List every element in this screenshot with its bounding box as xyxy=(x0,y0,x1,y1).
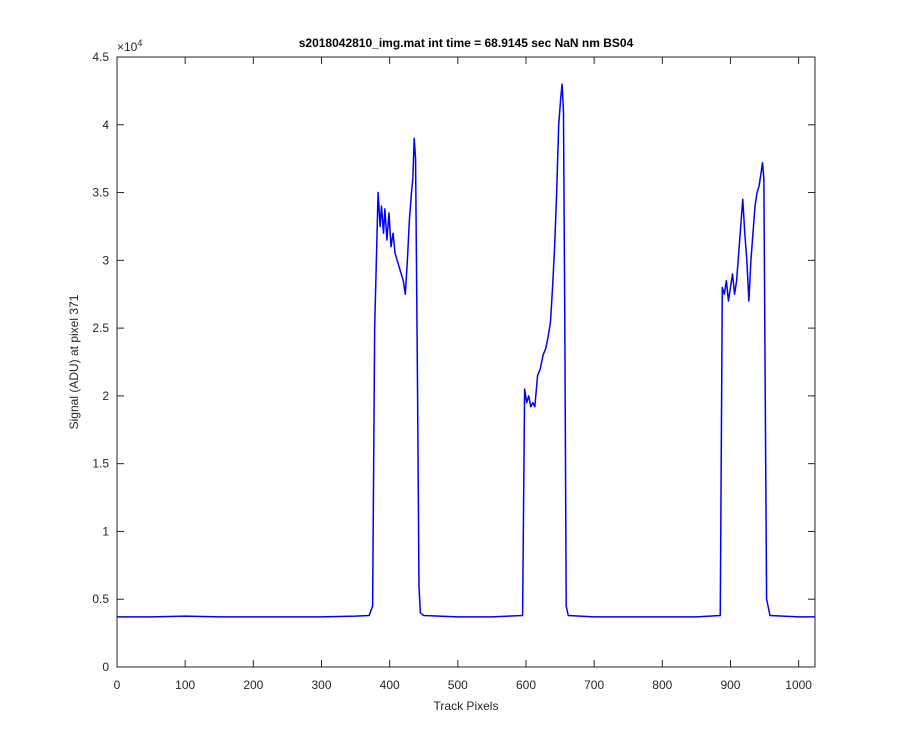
x-tick-label: 800 xyxy=(652,678,672,692)
y-tick-label: 4.5 xyxy=(92,50,109,64)
x-tick-label: 700 xyxy=(584,678,604,692)
x-tick-label: 600 xyxy=(516,678,536,692)
y-tick-label: 2 xyxy=(102,389,109,403)
x-tick-label: 500 xyxy=(448,678,468,692)
x-tick-label: 1000 xyxy=(785,678,812,692)
y-tick-label: 2.5 xyxy=(92,321,109,335)
x-tick-label: 100 xyxy=(175,678,195,692)
y-tick-label: 0 xyxy=(102,660,109,674)
chart-title: s2018042810_img.mat int time = 68.9145 s… xyxy=(299,36,634,50)
y-tick-label: 0.5 xyxy=(92,592,109,606)
y-multiplier: ×104 xyxy=(117,38,142,54)
data-line xyxy=(117,83,815,618)
y-tick-label: 3.5 xyxy=(92,186,109,200)
x-tick-label: 400 xyxy=(380,678,400,692)
y-axis-label: Signal (ADU) at pixel 371 xyxy=(67,294,81,429)
x-tick-label: 900 xyxy=(720,678,740,692)
x-tick-label: 0 xyxy=(114,678,121,692)
y-tick-label: 3 xyxy=(102,253,109,267)
x-tick-label: 300 xyxy=(311,678,331,692)
y-multiplier-exponent: 4 xyxy=(137,38,142,48)
y-multiplier-base: ×10 xyxy=(117,40,138,54)
plot-area xyxy=(116,56,816,668)
y-tick-label: 4 xyxy=(102,118,109,132)
y-tick-label: 1.5 xyxy=(92,457,109,471)
x-axis-label: Track Pixels xyxy=(434,699,499,713)
y-tick-label: 1 xyxy=(102,524,109,538)
x-tick-label: 200 xyxy=(243,678,263,692)
